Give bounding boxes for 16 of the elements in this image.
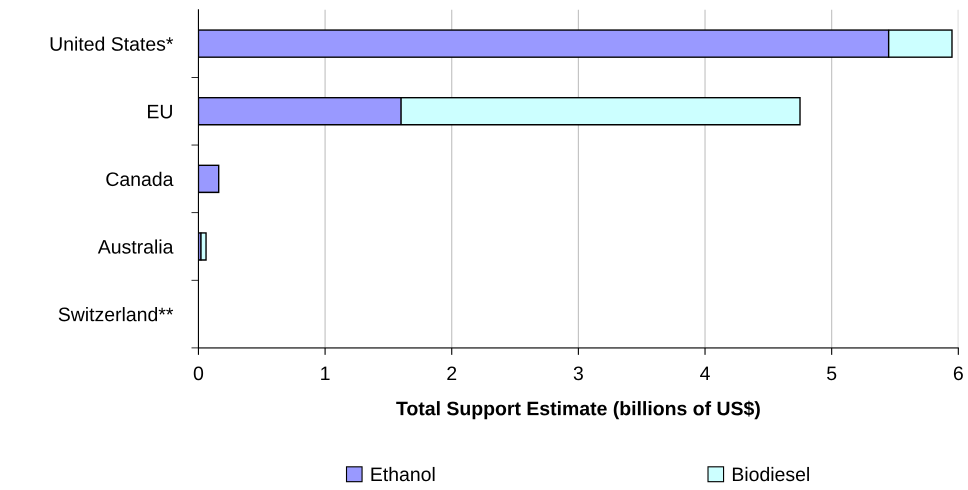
x-tick-label: 0 xyxy=(194,366,204,380)
x-tick-label: 3 xyxy=(574,366,583,380)
legend-label: Ethanol xyxy=(371,466,434,482)
y-tick-label: EU xyxy=(148,104,172,118)
y-tick-label: Canada xyxy=(106,172,174,186)
x-axis-title: Total Support Estimate (billions of US$) xyxy=(396,400,760,420)
y-tick-label: Switzerland** xyxy=(58,307,174,322)
x-tick-label: 6 xyxy=(954,366,963,380)
x-tick-label: 4 xyxy=(700,366,710,380)
x-tick-label: 1 xyxy=(321,366,330,380)
x-tick-label: 2 xyxy=(447,366,456,380)
x-tick-label: 5 xyxy=(827,366,836,380)
bar xyxy=(200,232,207,261)
y-tick-label: Australia xyxy=(98,239,174,254)
legend-label: Biodiesel xyxy=(732,466,809,482)
y-tick-label: United States* xyxy=(50,36,174,51)
